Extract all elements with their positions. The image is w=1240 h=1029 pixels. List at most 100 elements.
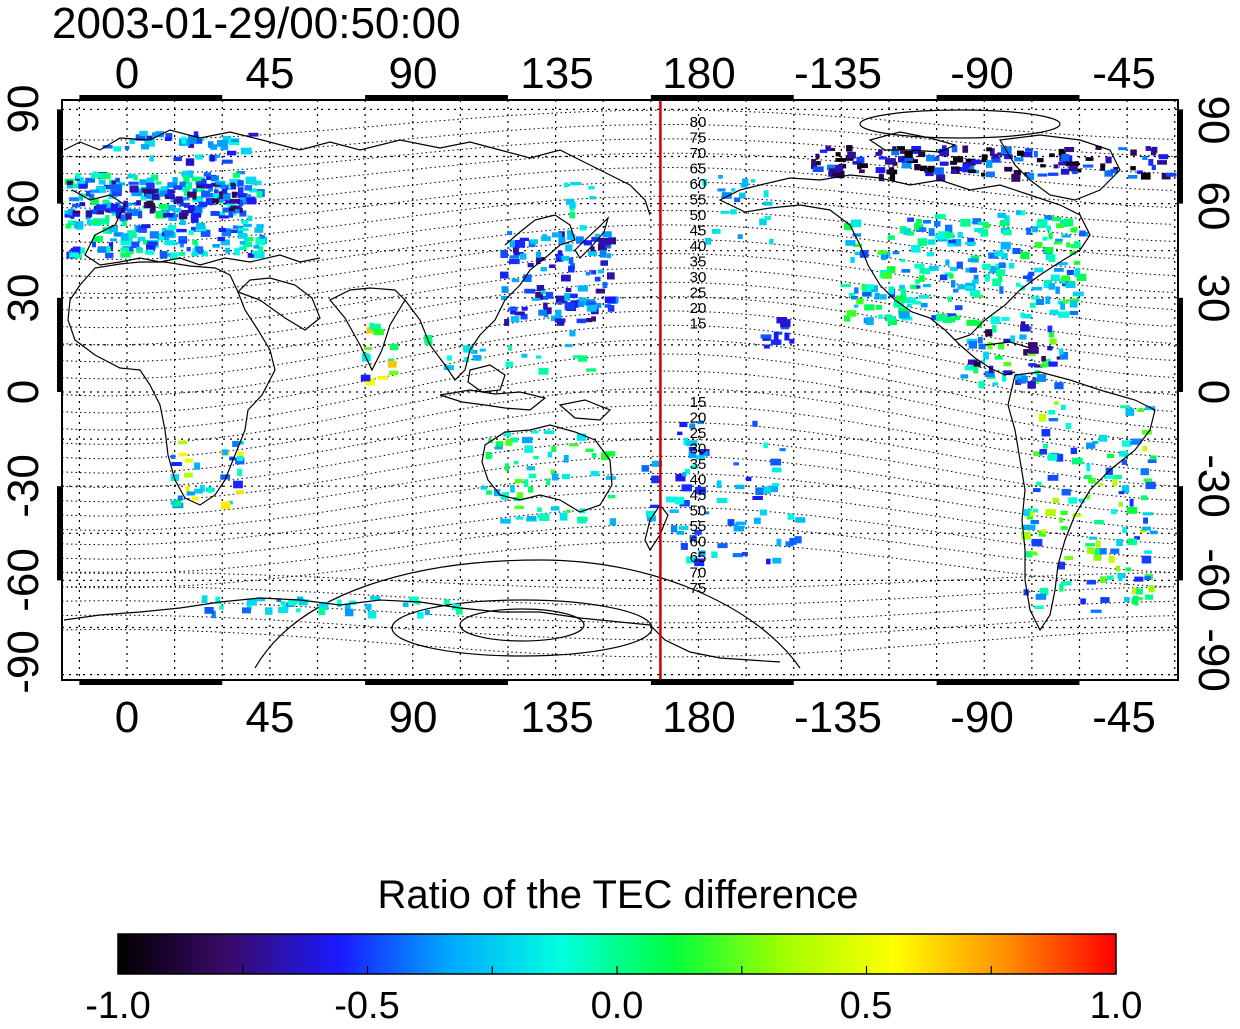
tec-pixel <box>733 525 744 532</box>
tec-pixel <box>829 168 837 176</box>
tec-pixel <box>88 193 95 199</box>
tec-pixel <box>721 192 732 199</box>
tec-pixel <box>103 229 112 234</box>
tec-pixel <box>515 240 526 248</box>
tec-pixel <box>564 302 576 310</box>
tec-pixel <box>779 448 786 452</box>
tec-pixel <box>853 304 859 308</box>
tec-pixel <box>255 597 266 602</box>
tec-pixel <box>551 315 562 321</box>
tec-pixel <box>167 225 177 231</box>
contour-ring <box>459 608 585 642</box>
tec-pixel <box>916 219 923 224</box>
tec-pixel <box>1027 342 1038 349</box>
tec-pixel <box>536 285 545 292</box>
tec-pixel <box>857 162 862 170</box>
tec-pixel <box>124 145 130 150</box>
tec-pixel <box>1083 164 1094 168</box>
tec-pixel <box>607 272 615 280</box>
tec-pixel <box>688 447 696 451</box>
tec-pixel <box>977 221 989 226</box>
tec-pixel <box>1116 539 1123 546</box>
tec-pixel <box>1076 273 1087 281</box>
tec-pixel <box>187 204 195 211</box>
top-lon-label: 45 <box>246 49 295 98</box>
tec-pixel <box>1038 413 1047 422</box>
tec-pixel <box>167 205 175 211</box>
tec-pixel <box>973 274 979 280</box>
tec-pixel <box>138 225 147 233</box>
contour-line <box>62 629 1175 658</box>
tec-pixel <box>85 177 95 183</box>
tec-pixel <box>115 210 122 219</box>
contour-label-north: 65 <box>690 161 707 178</box>
tec-pixel <box>936 174 946 182</box>
tec-pixel <box>221 159 233 164</box>
tec-pixel <box>1019 334 1027 340</box>
colorbar-tick-label: -0.5 <box>334 985 399 1024</box>
tec-pixel <box>987 341 993 350</box>
tec-pixel <box>231 184 237 190</box>
tec-pixel <box>733 462 739 466</box>
tec-pixel <box>215 596 221 604</box>
coast-india <box>329 287 406 372</box>
tec-pixel <box>217 212 226 216</box>
contour-label-north: 20 <box>690 300 707 317</box>
left-lat-labels: 90 60 30 0 -30 -60 -90 <box>0 85 48 694</box>
tec-pixel <box>144 189 154 194</box>
tec-pixel <box>1080 598 1086 605</box>
tec-pixel <box>507 231 513 236</box>
tec-pixel <box>229 229 238 233</box>
tec-pixel <box>764 216 771 220</box>
tec-pixel <box>243 238 248 243</box>
tec-pixel <box>1047 453 1058 461</box>
tec-pixel <box>500 250 508 258</box>
tec-pixel <box>771 467 782 473</box>
tec-pixel <box>1059 517 1064 523</box>
contour-line <box>62 524 1175 574</box>
tec-pixel <box>650 504 660 508</box>
tec-pixel <box>370 596 381 600</box>
tec-pixel <box>210 144 218 150</box>
tec-pixel <box>1037 173 1048 177</box>
tec-pixel <box>561 255 570 261</box>
tec-pixel <box>247 252 255 258</box>
tec-pixel <box>1033 451 1043 456</box>
tec-pixel <box>812 166 824 172</box>
tec-pixel <box>772 557 782 564</box>
tec-pixel <box>952 315 961 321</box>
contour-label-north: 80 <box>690 114 707 131</box>
tec-pixel <box>222 449 228 456</box>
tec-pixel <box>183 175 190 183</box>
tec-pixel <box>776 317 787 324</box>
tec-pixel <box>595 233 600 238</box>
tec-pixel <box>968 165 975 172</box>
tec-pixel <box>1040 164 1046 168</box>
tec-pixel <box>1142 445 1148 452</box>
tec-pixel <box>606 253 612 259</box>
tec-pixel <box>389 343 399 351</box>
tec-pixel <box>899 226 907 234</box>
tec-pixel <box>521 306 528 311</box>
tec-pixel <box>1142 526 1151 531</box>
tec-pixel <box>97 246 109 253</box>
tec-pixel <box>179 236 186 240</box>
tec-pixel <box>915 279 920 284</box>
tec-pixel <box>1099 576 1107 583</box>
tec-pixel <box>850 219 862 228</box>
tec-pixel <box>904 157 913 162</box>
tec-pixel <box>1069 310 1079 316</box>
tec-pixel <box>1055 286 1060 294</box>
tec-pixel <box>127 230 137 239</box>
tec-pixel <box>237 233 248 239</box>
tec-pixel <box>789 537 797 545</box>
tec-pixel <box>910 284 919 290</box>
colorbar-title: Ratio of the TEC difference <box>377 873 858 917</box>
tec-pixel <box>741 552 748 556</box>
tec-pixel <box>494 446 503 450</box>
contour-line <box>62 614 1175 641</box>
tec-pixel <box>554 318 566 323</box>
tec-pixel <box>146 244 156 250</box>
tec-pixel <box>276 598 282 602</box>
tec-pixel <box>217 236 225 242</box>
